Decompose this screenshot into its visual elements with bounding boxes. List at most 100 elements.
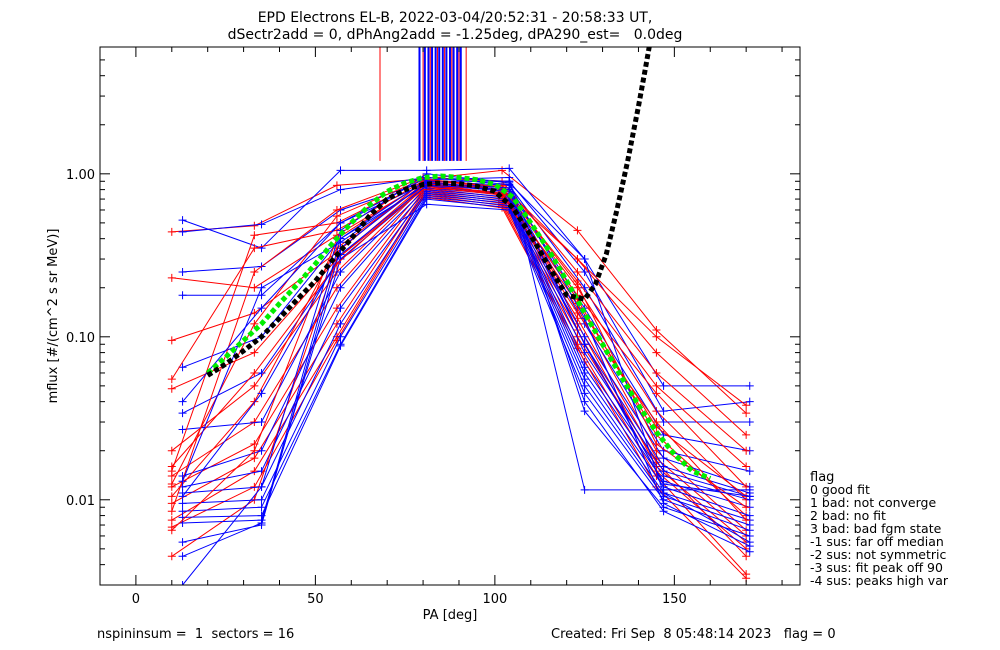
red-series-point bbox=[250, 467, 259, 476]
red-series-point bbox=[573, 226, 582, 235]
blue-series-point bbox=[257, 389, 266, 398]
blue-series-point bbox=[336, 332, 345, 341]
red-series-line bbox=[171, 194, 747, 575]
plot-marks bbox=[167, 47, 754, 585]
blue-series-point bbox=[336, 218, 345, 227]
blue-series-point bbox=[178, 477, 187, 486]
blue-series-point bbox=[178, 216, 187, 225]
blue-series-point bbox=[659, 489, 668, 498]
blue-series-point bbox=[580, 397, 589, 406]
red-series-point bbox=[167, 516, 176, 525]
blue-series-point bbox=[422, 200, 431, 209]
red-series-line bbox=[171, 184, 747, 557]
blue-series-point bbox=[178, 499, 187, 508]
blue-series-point bbox=[257, 304, 266, 313]
blue-series-line bbox=[182, 190, 750, 501]
blue-series-point bbox=[659, 407, 668, 416]
red-series-point bbox=[573, 267, 582, 276]
red-series-point bbox=[250, 221, 259, 230]
blue-series-point bbox=[257, 220, 266, 229]
red-series-point bbox=[742, 516, 751, 525]
red-series-point bbox=[250, 283, 259, 292]
blue-series-line bbox=[182, 192, 750, 508]
red-series-point bbox=[652, 407, 661, 416]
blue-series-point bbox=[659, 499, 668, 508]
blue-series-point bbox=[257, 368, 266, 377]
blue-series-point bbox=[580, 340, 589, 349]
blue-series-point bbox=[178, 291, 187, 300]
red-series-point bbox=[573, 255, 582, 264]
blue-series-point bbox=[745, 397, 754, 406]
y-tick-label: 0.01 bbox=[66, 494, 95, 509]
blue-series-point bbox=[336, 283, 345, 292]
blue-series-point bbox=[257, 244, 266, 253]
blue-series-point bbox=[178, 363, 187, 372]
blue-series-point bbox=[659, 479, 668, 488]
red-series-point bbox=[250, 267, 259, 276]
blue-series-point bbox=[745, 467, 754, 476]
legend-entry: 2 bad: no fit bbox=[810, 508, 886, 523]
blue-series-point bbox=[178, 397, 187, 406]
x-axis-label: PA [deg] bbox=[423, 608, 478, 623]
red-series-point bbox=[652, 348, 661, 357]
legend-entry: 0 good fit bbox=[810, 482, 870, 497]
blue-series-point bbox=[178, 267, 187, 276]
legend-entry: -2 sus: not symmetric bbox=[810, 547, 946, 562]
blue-series-point bbox=[336, 304, 345, 313]
legend-entry: -1 sus: far off median bbox=[810, 534, 944, 549]
legend-entry: 3 bad: bad fgm state bbox=[810, 521, 942, 536]
blue-series-point bbox=[257, 418, 266, 427]
legend-entry: -4 sus: peaks high var bbox=[810, 573, 949, 588]
legend-entries: 0 good fit 1 bad: not converge 2 bad: no… bbox=[810, 482, 949, 588]
red-series-point bbox=[250, 244, 259, 253]
red-series-point bbox=[652, 368, 661, 377]
red-series-point bbox=[167, 375, 176, 384]
red-series-point bbox=[250, 319, 259, 328]
red-series-point bbox=[652, 332, 661, 341]
red-series-point bbox=[742, 552, 751, 561]
blue-series-line bbox=[182, 189, 750, 497]
x-tick-label: 100 bbox=[482, 592, 507, 607]
plot-area bbox=[167, 47, 754, 585]
red-series-point bbox=[167, 384, 176, 393]
red-series-point bbox=[250, 368, 259, 377]
blue-series-point bbox=[745, 492, 754, 501]
red-series-point bbox=[652, 389, 661, 398]
blue-series-point bbox=[505, 183, 514, 192]
blue-series-point bbox=[580, 407, 589, 416]
red-series-point bbox=[167, 552, 176, 561]
blue-series-point bbox=[659, 418, 668, 427]
blue-series-point bbox=[257, 283, 266, 292]
red-series-point bbox=[573, 280, 582, 289]
blue-series-point bbox=[580, 332, 589, 341]
blue-series-line bbox=[182, 173, 750, 585]
blue-series-point bbox=[257, 519, 266, 528]
blue-series-point bbox=[336, 185, 345, 194]
red-series-point bbox=[167, 526, 176, 535]
red-series-point bbox=[742, 446, 751, 455]
red-series-point bbox=[250, 381, 259, 390]
blue-series-point bbox=[336, 166, 345, 175]
y-tick-label: 0.10 bbox=[66, 331, 95, 346]
blue-series-point bbox=[659, 454, 668, 463]
blue-series-point bbox=[178, 538, 187, 547]
x-tick-label: 150 bbox=[662, 592, 687, 607]
red-series-line bbox=[171, 176, 747, 512]
blue-series-point bbox=[580, 485, 589, 494]
red-series-point bbox=[167, 479, 176, 488]
plot-frame bbox=[99, 46, 801, 586]
blue-series-line bbox=[182, 194, 750, 517]
red-series-point bbox=[332, 212, 341, 221]
blue-series-line bbox=[182, 198, 750, 526]
red-series-point bbox=[332, 181, 341, 190]
red-series-point bbox=[742, 430, 751, 439]
x-tick-label: 0 bbox=[132, 592, 140, 607]
legend-title: flag bbox=[810, 470, 834, 485]
red-series-point bbox=[498, 166, 507, 175]
red-series-point bbox=[742, 409, 751, 418]
chart-title: EPD Electrons EL-B, 2022-03-04/20:52:31 … bbox=[258, 10, 653, 26]
red-series-point bbox=[250, 446, 259, 455]
blue-series-point bbox=[580, 255, 589, 264]
chart-subtitle: dSectr2add = 0, dPhAng2add = -1.25deg, d… bbox=[228, 27, 683, 43]
